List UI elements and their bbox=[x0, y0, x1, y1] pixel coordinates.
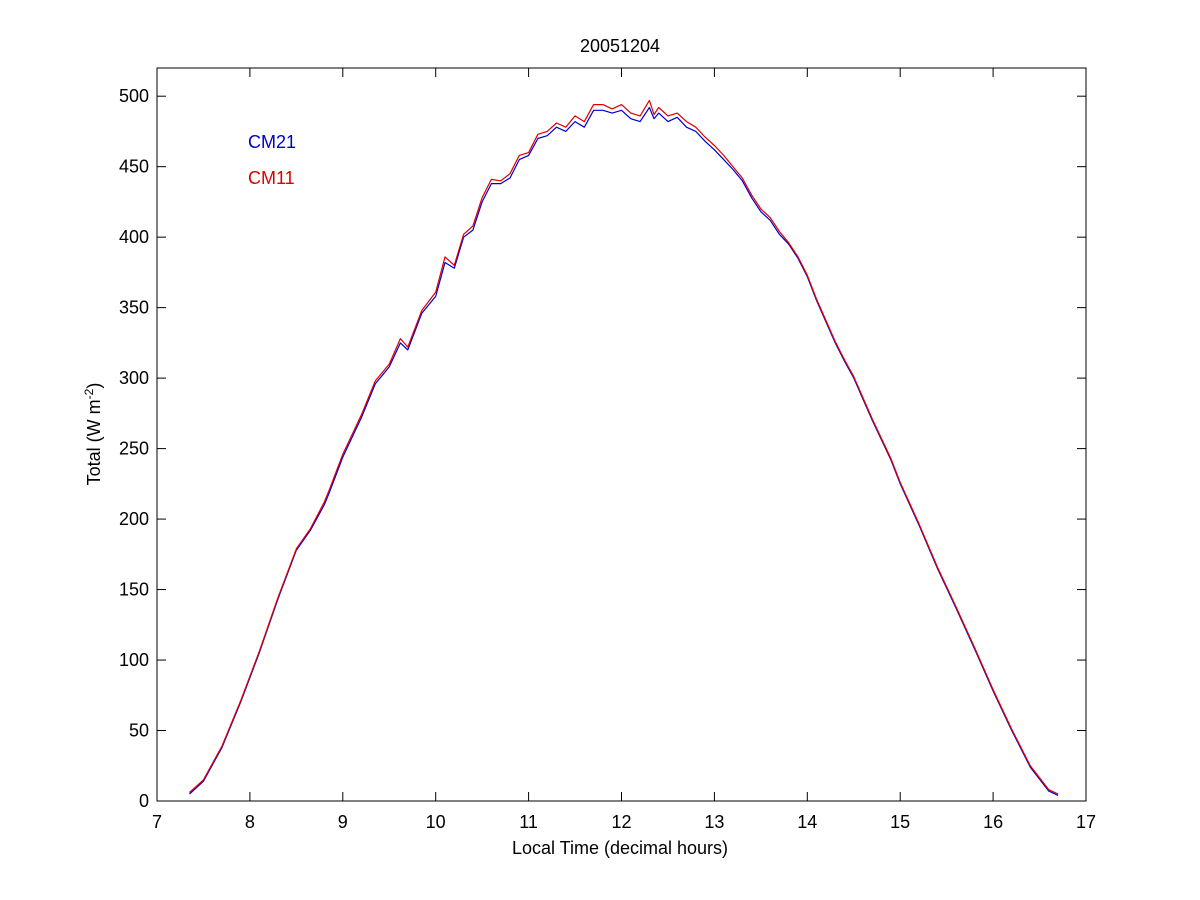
chart-title: 20051204 bbox=[580, 36, 660, 56]
y-tick-label: 0 bbox=[139, 791, 149, 811]
y-tick-label: 400 bbox=[119, 227, 149, 247]
x-axis: 7 8 9 10 11 12 13 14 15 16 17 bbox=[152, 68, 1096, 832]
x-tick-label: 12 bbox=[611, 812, 631, 832]
y-tick-label: 250 bbox=[119, 439, 149, 459]
series-layer bbox=[189, 99, 1059, 796]
x-tick-label: 15 bbox=[890, 812, 910, 832]
y-axis: 0 50 100 150 200 250 300 350 400 450 500 bbox=[119, 86, 1086, 811]
x-tick-label: 14 bbox=[797, 812, 817, 832]
y-tick-label: 450 bbox=[119, 157, 149, 177]
legend-label-cm11: CM11 bbox=[248, 168, 295, 188]
y-axis-label-close: ) bbox=[84, 383, 104, 389]
x-tick-label: 16 bbox=[983, 812, 1003, 832]
y-axis-label-main: Total (W m bbox=[84, 399, 104, 485]
x-tick-label: 8 bbox=[245, 812, 255, 832]
x-tick-label: 7 bbox=[152, 812, 162, 832]
y-tick-label: 200 bbox=[119, 509, 149, 529]
y-tick-label: 500 bbox=[119, 86, 149, 106]
x-axis-label: Local Time (decimal hours) bbox=[512, 838, 728, 858]
y-axis-label-superscript: -2 bbox=[82, 388, 96, 399]
x-tick-label: 11 bbox=[519, 812, 538, 832]
series-line-cm11 bbox=[189, 99, 1059, 795]
legend-label-cm21: CM21 bbox=[248, 132, 296, 152]
y-tick-label: 150 bbox=[119, 580, 149, 600]
x-tick-label: 10 bbox=[426, 812, 446, 832]
y-tick-label: 300 bbox=[119, 368, 149, 388]
y-tick-label: 100 bbox=[119, 650, 149, 670]
y-axis-label: Total (W m-2) bbox=[82, 383, 104, 486]
x-tick-label: 13 bbox=[704, 812, 724, 832]
x-tick-label: 17 bbox=[1076, 812, 1096, 832]
y-tick-label: 350 bbox=[119, 298, 149, 318]
y-tick-label: 50 bbox=[129, 721, 149, 741]
x-tick-label: 9 bbox=[338, 812, 348, 832]
